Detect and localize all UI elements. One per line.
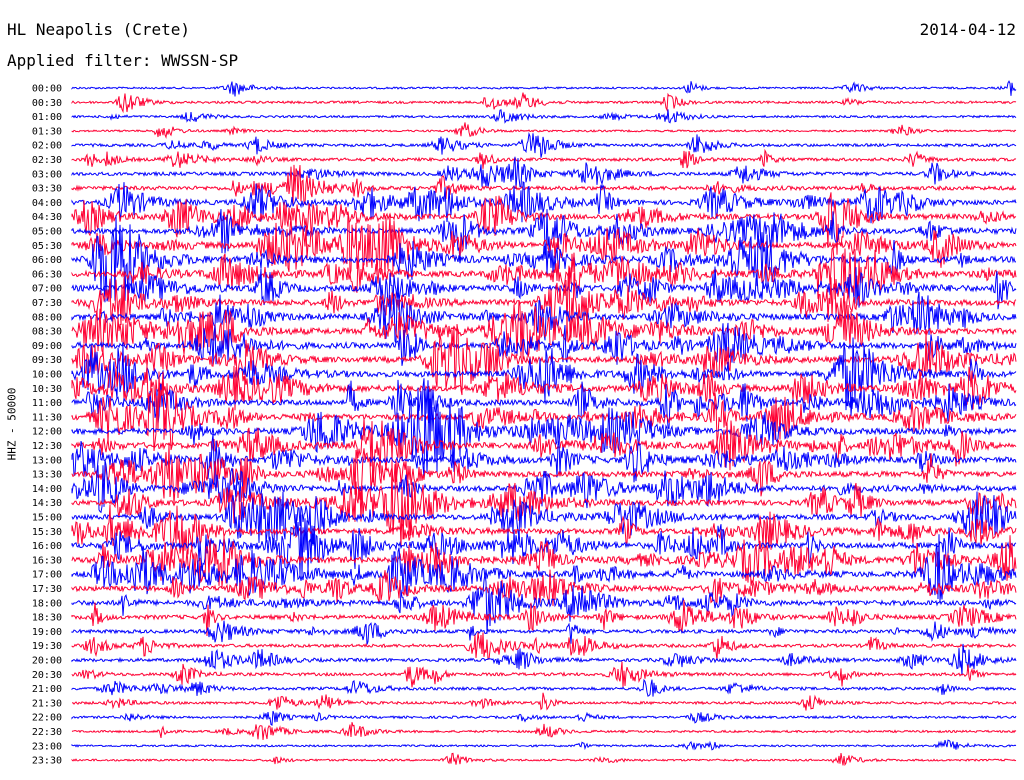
seismic-trace: [71, 80, 1017, 97]
seismic-trace: [71, 365, 1017, 414]
seismic-trace: [71, 156, 1017, 190]
time-tick-label: 01:00: [32, 112, 62, 123]
seismic-trace: [71, 632, 1017, 661]
time-label-group: 00:00 00:30 01:00 01:30 02:00 02:30 03:00 03:30…: [32, 84, 62, 767]
seismic-trace: [71, 181, 1017, 224]
seismic-trace: [71, 661, 1017, 688]
time-tick-label: 18:30: [32, 613, 62, 624]
time-tick-label: 21:30: [32, 698, 62, 709]
trace-group: [71, 80, 1017, 767]
time-tick-label: 23:00: [32, 741, 62, 752]
time-tick-label: 07:30: [32, 298, 62, 309]
time-tick-label: 10:00: [32, 370, 62, 381]
time-tick-label: 03:30: [32, 184, 62, 195]
time-tick-label: 13:30: [32, 470, 62, 481]
seismic-trace: [71, 212, 1017, 278]
time-tick-label: 06:30: [32, 269, 62, 280]
seismic-trace: [71, 504, 1017, 566]
seismic-trace: [71, 643, 1017, 676]
filter-label: Applied filter: WWSSN-SP: [7, 51, 239, 70]
seismic-trace: [71, 434, 1017, 488]
seismic-trace: [71, 535, 1017, 588]
seismic-trace: [71, 692, 1017, 711]
seismic-trace: [71, 122, 1017, 139]
time-tick-label: 14:00: [32, 484, 62, 495]
seismic-trace: [71, 569, 1017, 607]
time-tick-label: 17:00: [32, 570, 62, 581]
time-tick-label: 22:00: [32, 713, 62, 724]
seismic-trace: [71, 710, 1017, 726]
time-tick-label: 13:00: [32, 455, 62, 466]
seismic-trace: [71, 599, 1017, 637]
seismic-trace: [71, 337, 1017, 416]
seismic-trace: [71, 620, 1017, 645]
time-tick-label: 02:00: [32, 141, 62, 152]
seismic-trace: [71, 459, 1017, 548]
time-tick-label: 08:30: [32, 327, 62, 338]
seismic-trace: [71, 131, 1017, 158]
time-tick-label: 12:30: [32, 441, 62, 452]
time-tick-label: 16:00: [32, 541, 62, 552]
seismic-trace: [71, 215, 1016, 303]
time-tick-label: 09:30: [32, 355, 62, 366]
seismic-trace: [71, 491, 1017, 546]
time-tick-label: 05:30: [32, 241, 62, 252]
time-tick-label: 03:00: [32, 169, 62, 180]
seismic-trace: [71, 92, 1017, 114]
seismic-trace: [71, 164, 1017, 206]
time-tick-label: 06:00: [32, 255, 62, 266]
time-tick-label: 00:00: [32, 84, 62, 95]
seismic-trace: [71, 573, 1017, 634]
time-tick-label: 07:00: [32, 284, 62, 295]
time-tick-label: 04:00: [32, 198, 62, 209]
seismic-trace: [71, 722, 1017, 740]
seismic-trace: [71, 387, 1017, 477]
time-tick-label: 11:30: [32, 412, 62, 423]
seismic-trace: [71, 266, 1017, 310]
time-tick-label: 05:00: [32, 227, 62, 238]
time-tick-label: 04:30: [32, 212, 62, 223]
time-tick-label: 19:30: [32, 641, 62, 652]
seismic-trace: [71, 300, 1017, 361]
time-tick-label: 11:00: [32, 398, 62, 409]
time-tick-label: 02:30: [32, 155, 62, 166]
time-tick-label: 20:00: [32, 656, 62, 667]
time-tick-label: 08:00: [32, 312, 62, 323]
station-title: HL Neapolis (Crete): [7, 20, 191, 39]
time-tick-label: 09:00: [32, 341, 62, 352]
time-tick-label: 18:00: [32, 598, 62, 609]
seismic-trace: [71, 534, 1017, 601]
time-tick-label: 01:30: [32, 126, 62, 137]
seismic-trace: [71, 417, 1017, 483]
seismic-trace: [71, 739, 1017, 751]
time-tick-label: 14:30: [32, 498, 62, 509]
seismic-trace: [71, 371, 1017, 452]
seismic-trace: [71, 752, 1017, 767]
seismic-trace: [71, 322, 1017, 366]
date-label: 2014-04-12: [919, 20, 1016, 39]
time-tick-label: 23:30: [32, 756, 62, 767]
seismic-trace: [71, 148, 1017, 169]
seismic-trace: [71, 378, 1017, 430]
time-tick-label: 21:00: [32, 684, 62, 695]
time-tick-label: 20:30: [32, 670, 62, 681]
time-tick-label: 17:30: [32, 584, 62, 595]
seismic-trace: [71, 514, 1017, 577]
time-tick-label: 16:30: [32, 555, 62, 566]
seismic-trace: [71, 678, 1017, 697]
seismic-trace: [71, 246, 1017, 300]
time-tick-label: 12:00: [32, 427, 62, 438]
time-tick-label: 10:30: [32, 384, 62, 395]
time-tick-label: 00:30: [32, 98, 62, 109]
time-tick-label: 22:30: [32, 727, 62, 738]
seismic-trace: [71, 109, 1017, 124]
time-tick-label: 15:30: [32, 527, 62, 538]
time-tick-label: 19:00: [32, 627, 62, 638]
time-tick-label: 15:00: [32, 513, 62, 524]
